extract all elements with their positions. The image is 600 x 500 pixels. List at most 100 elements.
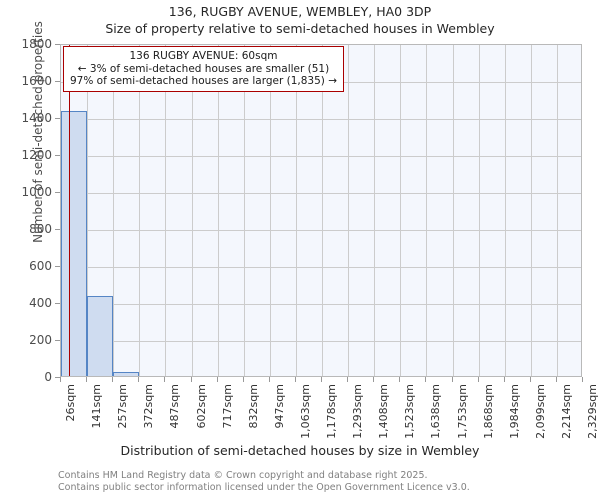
gridline-vertical <box>87 45 89 376</box>
gridline-vertical <box>400 45 402 376</box>
y-axis-tick-mark <box>55 229 60 230</box>
x-axis-tick-label: 1,523sqm <box>403 384 417 439</box>
gridline-vertical <box>322 45 323 376</box>
x-axis-tick-mark <box>86 377 88 382</box>
x-axis-title: Distribution of semi-detached houses by … <box>120 443 480 458</box>
gridline-horizontal <box>61 341 581 342</box>
gridline-horizontal <box>61 193 581 194</box>
y-axis-tick-label: 1000 <box>21 185 52 199</box>
y-axis-tick-mark <box>55 44 60 45</box>
gridline-vertical <box>295 45 297 376</box>
gridline-vertical <box>556 45 558 376</box>
y-axis-tick-mark <box>55 340 60 341</box>
gridline-vertical <box>165 45 167 376</box>
gridline-vertical <box>139 45 141 376</box>
y-axis-tick-label: 200 <box>29 333 52 347</box>
y-axis-tick-label: 0 <box>44 370 52 384</box>
x-axis-tick-label: 372sqm <box>142 384 156 429</box>
footer-line-1: Contains HM Land Registry data © Crown c… <box>58 470 428 481</box>
gridline-vertical <box>269 45 271 376</box>
property-annotation-box: 136 RUGBY AVENUE: 60sqm ← 3% of semi-det… <box>63 46 344 92</box>
footer-attribution: Contains HM Land Registry data © Crown c… <box>58 470 470 493</box>
annotation-line-2: ← 3% of semi-detached houses are smaller… <box>77 62 330 75</box>
x-axis-tick-mark <box>164 377 166 382</box>
histogram-bar <box>61 111 88 376</box>
x-axis-tick-mark <box>60 377 61 382</box>
x-axis-tick-label: 1,753sqm <box>455 384 469 439</box>
x-axis-tick-mark <box>112 377 114 382</box>
x-axis-tick-label: 141sqm <box>90 384 104 429</box>
annotation-line-1: 136 RUGBY AVENUE: 60sqm <box>129 50 278 62</box>
y-axis-tick-label: 800 <box>29 222 52 236</box>
gridline-vertical <box>348 45 350 376</box>
x-axis-tick-label: 1,638sqm <box>429 384 443 439</box>
gridline-vertical <box>530 45 532 376</box>
x-axis-tick-label: 832sqm <box>246 384 260 429</box>
gridline-vertical <box>374 45 376 376</box>
x-axis-tick-mark <box>216 377 218 382</box>
x-axis-tick-label: 2,329sqm <box>586 384 599 439</box>
y-axis-tick-label: 1800 <box>21 37 52 51</box>
gridline-vertical <box>504 45 506 376</box>
footer-line-2: Contains public sector information licen… <box>58 481 470 493</box>
y-axis-tick-label: 1400 <box>21 111 52 125</box>
annotation-line-3: 97% of semi-detached houses are larger (… <box>69 75 337 88</box>
y-axis-tick-mark <box>55 377 60 378</box>
x-axis-tick-label: 1,984sqm <box>507 384 521 439</box>
chart-title: 136, RUGBY AVENUE, WEMBLEY, HA0 3DP <box>168 4 432 19</box>
gridline-horizontal <box>61 267 581 268</box>
x-axis-tick-label: 257sqm <box>116 384 130 429</box>
y-axis-tick-mark <box>55 81 60 82</box>
y-axis-title: Number of semi-detached properties <box>31 21 45 243</box>
x-axis-tick-mark <box>503 377 505 382</box>
x-axis-tick-mark <box>399 377 401 382</box>
histogram-bar <box>87 296 114 376</box>
x-axis-tick-mark <box>268 377 270 382</box>
x-axis-tick-label: 1,178sqm <box>325 384 338 439</box>
property-marker-line <box>68 45 71 376</box>
x-axis-tick-mark <box>190 377 192 382</box>
gridline-vertical <box>452 45 454 376</box>
x-axis-tick-label: 602sqm <box>194 384 208 429</box>
gridline-horizontal <box>61 119 581 120</box>
y-axis-tick-label: 400 <box>29 296 52 310</box>
y-axis-tick-label: 1200 <box>21 148 52 162</box>
y-axis-tick-mark <box>55 155 60 156</box>
y-axis-tick-mark <box>55 303 60 304</box>
gridline-horizontal <box>61 230 581 231</box>
x-axis-tick-label: 1,868sqm <box>481 384 495 439</box>
histogram-bar <box>113 372 140 376</box>
x-axis-tick-mark <box>242 377 244 382</box>
x-axis-tick-label: 1,408sqm <box>377 384 391 439</box>
x-axis-tick-mark <box>425 377 427 382</box>
chart-subtitle: Size of property relative to semi-detach… <box>105 21 495 36</box>
x-axis-tick-label: 1,063sqm <box>298 384 312 439</box>
y-axis-tick-mark <box>55 118 60 119</box>
x-axis-tick-label: 487sqm <box>168 384 182 429</box>
x-axis-tick-mark <box>529 377 531 382</box>
gridline-vertical <box>426 45 428 376</box>
x-axis-tick-mark <box>555 377 557 382</box>
gridline-vertical <box>113 45 115 376</box>
x-axis-tick-label: 717sqm <box>220 384 234 429</box>
x-axis-tick-mark <box>321 377 322 382</box>
y-axis-tick-label: 1600 <box>21 74 52 88</box>
x-axis-tick-label: 1,293sqm <box>351 384 365 439</box>
x-axis-tick-label: 2,099sqm <box>533 384 547 439</box>
gridline-horizontal <box>61 304 581 305</box>
x-axis-tick-mark <box>451 377 453 382</box>
x-axis-tick-label: 26sqm <box>64 384 77 422</box>
gridline-vertical <box>217 45 219 376</box>
y-axis-tick-mark <box>55 266 60 267</box>
gridline-vertical <box>478 45 480 376</box>
plot-area <box>60 44 582 377</box>
x-axis-tick-mark <box>373 377 375 382</box>
x-axis-tick-mark <box>138 377 140 382</box>
y-axis-tick-label: 600 <box>29 259 52 273</box>
x-axis-tick-label: 947sqm <box>272 384 286 429</box>
x-axis-tick-mark <box>347 377 349 382</box>
gridline-vertical <box>191 45 193 376</box>
x-axis-tick-mark <box>294 377 296 382</box>
x-axis-tick-mark <box>477 377 479 382</box>
